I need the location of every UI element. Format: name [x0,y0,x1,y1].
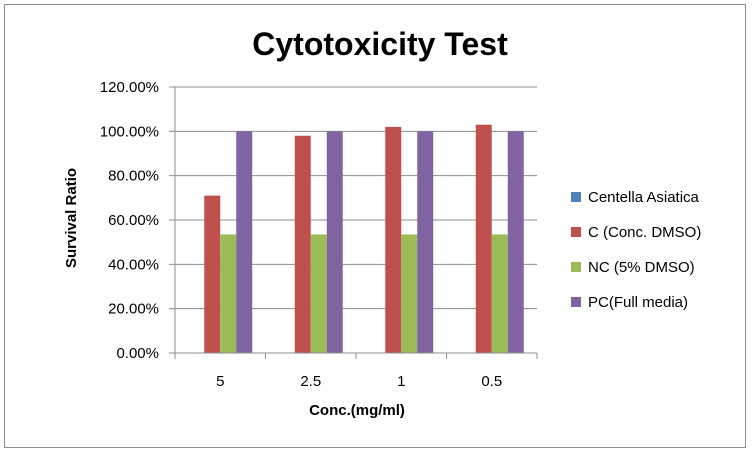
bar [327,131,343,353]
x-tick-label: 5 [216,373,224,390]
y-axis-title: Survival Ratio [63,168,80,268]
legend-swatch [571,297,581,307]
bar [401,234,417,353]
x-axis-title: Conc.(mg/ml) [309,402,405,419]
y-tick-label: 20.00% [108,301,159,318]
y-tick-label: 120.00% [100,79,159,96]
bar [385,127,401,353]
bar [220,234,236,353]
chart-title: Cytotoxicity Test [252,26,508,62]
legend-label: Centella Asiatica [588,189,700,206]
x-tick-label: 0.5 [481,373,502,390]
legend-label: NC (5% DMSO) [588,259,695,276]
y-tick-label: 80.00% [108,168,159,185]
legend-swatch [571,192,581,202]
y-tick-label: 0.00% [116,345,159,362]
bar [492,234,508,353]
bars [204,125,524,353]
bar [476,125,492,353]
bar [508,131,524,353]
bar [295,136,311,353]
bar [311,234,327,353]
bar-chart: Cytotoxicity Test 0.00% 20.00% 40.00% 60.00… [0,0,752,452]
x-tick-label: 1 [397,373,405,390]
y-tick-label: 40.00% [108,256,159,273]
bar [204,196,220,353]
legend-label: C (Conc. DMSO) [588,224,701,241]
legend-swatch [571,227,581,237]
y-tick-labels: 0.00% 20.00% 40.00% 60.00% 80.00% 100.00% 120.… [100,79,159,362]
x-tick-label: 2.5 [300,373,321,390]
bar [417,131,433,353]
y-tick-label: 60.00% [108,212,159,229]
legend: Centella Asiatica C (Conc. DMSO) NC (5% DM… [571,189,701,311]
y-tick-label: 100.00% [100,123,159,140]
x-tick-labels: 5 2.5 1 0.5 [216,373,502,390]
bar [236,131,252,353]
legend-swatch [571,262,581,272]
legend-label: PC(Full media) [588,294,688,311]
